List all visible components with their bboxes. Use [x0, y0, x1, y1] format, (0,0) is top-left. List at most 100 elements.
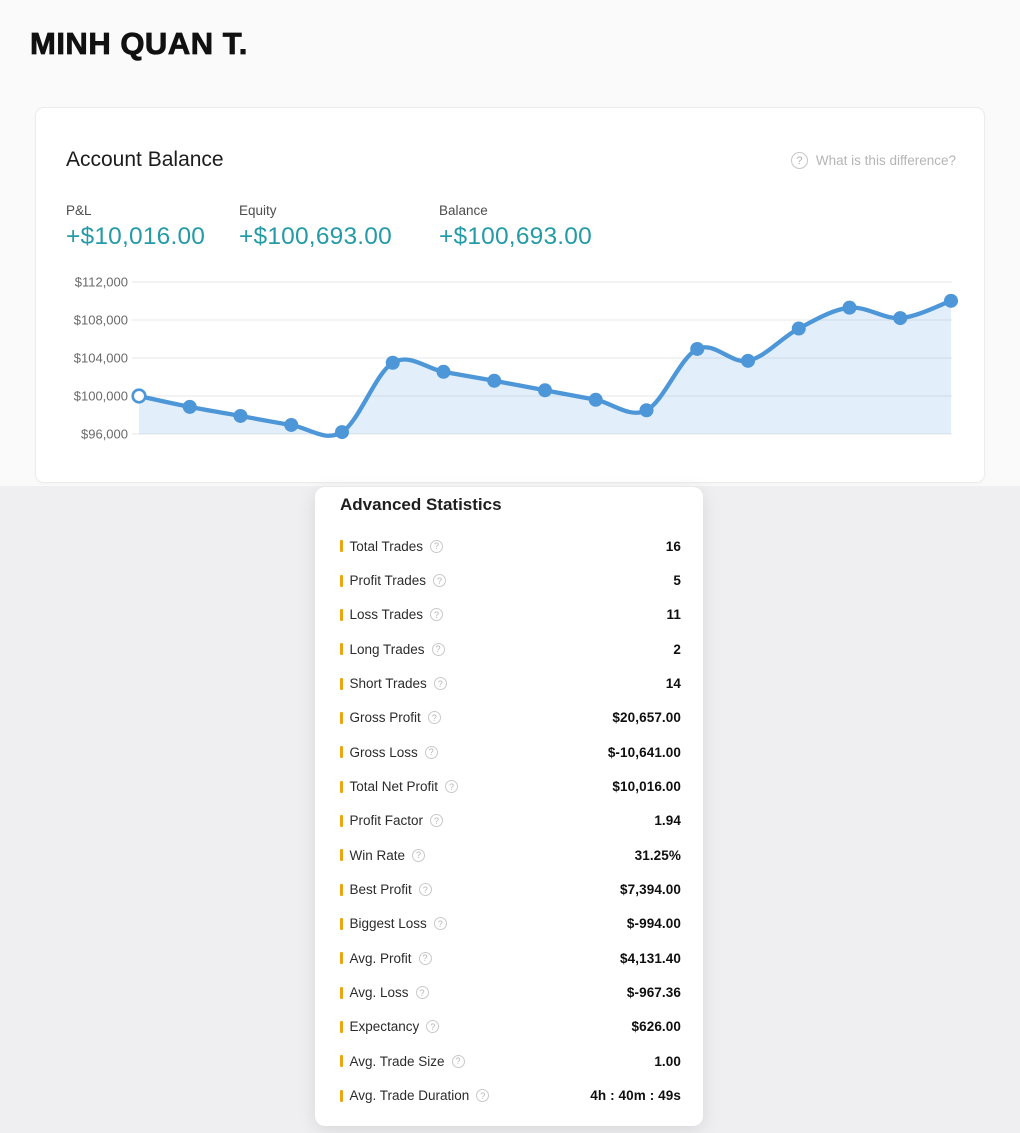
stats-title: Advanced Statistics: [340, 495, 502, 514]
stat-label: Expectancy: [349, 1019, 420, 1035]
stat-row-win-rate: Win Rate? 31.25%: [340, 838, 681, 872]
stat-value: $626.00: [631, 1019, 681, 1035]
stat-label: Profit Trades: [349, 573, 427, 589]
question-circle-icon[interactable]: ?: [426, 1020, 440, 1034]
question-circle-icon[interactable]: ?: [430, 539, 444, 553]
stat-label: Gross Loss: [349, 744, 418, 760]
question-circle-icon[interactable]: ?: [433, 677, 447, 691]
stat-value: 1.00: [654, 1053, 681, 1069]
stat-row-profit-trades: Profit Trades? 5: [340, 563, 681, 597]
metric-equity: Equity +$100,693.00: [239, 203, 392, 251]
stat-label: Gross Profit: [349, 710, 421, 726]
card-title: Account Balance: [66, 148, 224, 171]
chart-point: [487, 373, 502, 388]
stat-label-group: Short Trades?: [340, 676, 447, 691]
chart-point: [335, 425, 349, 440]
balance-chart-container: $112,000 $108,000 $104,000 $100,000 $96,000: [36, 273, 986, 473]
metric-equity-value: +$100,693.00: [239, 223, 392, 250]
chart-point: [944, 293, 958, 308]
question-circle-icon[interactable]: ?: [424, 745, 438, 759]
amber-tick-icon: [340, 1020, 343, 1033]
chart-point-start: [131, 388, 147, 404]
question-circle-icon[interactable]: ?: [433, 917, 447, 931]
account-balance-card: Account Balance ? What is this differenc…: [35, 107, 985, 483]
question-circle-icon[interactable]: ?: [790, 152, 808, 169]
stat-label-group: Profit Factor?: [340, 813, 444, 828]
stat-value: $4,131.40: [620, 950, 681, 966]
balance-chart: $112,000 $108,000 $104,000 $100,000 $96,000: [74, 275, 958, 442]
stat-value: 11: [666, 607, 681, 623]
page-title: MINH QUAN T.: [30, 26, 248, 62]
stat-row-short-trades: Short Trades? 14: [340, 666, 681, 700]
difference-help-label[interactable]: What is this difference?: [815, 153, 956, 168]
question-circle-icon[interactable]: ?: [476, 1089, 490, 1103]
stat-row-avg-loss: Avg. Loss? $-967.36: [340, 975, 681, 1009]
stat-label: Avg. Loss: [349, 985, 409, 1001]
question-circle-icon[interactable]: ?: [412, 848, 426, 862]
question-circle-icon[interactable]: ?: [418, 883, 432, 897]
stat-row-long-trades: Long Trades? 2: [340, 632, 681, 666]
question-circle-icon[interactable]: ?: [415, 986, 429, 1000]
stat-label: Win Rate: [349, 847, 406, 863]
stat-label-group: Avg. Profit?: [340, 951, 432, 966]
stat-row-avg-trade-size: Avg. Trade Size? 1.00: [340, 1044, 681, 1078]
metric-equity-label: Equity: [239, 203, 277, 218]
amber-tick-icon: [340, 986, 343, 999]
stat-label-group: Gross Profit?: [340, 710, 441, 725]
stat-row-avg-profit: Avg. Profit? $4,131.40: [340, 941, 681, 975]
stat-label: Short Trades: [349, 676, 427, 692]
stat-row-expectancy: Expectancy? $626.00: [340, 1010, 681, 1044]
chart-point: [538, 383, 552, 398]
stat-label-group: Biggest Loss?: [340, 916, 447, 931]
stat-value: 5: [673, 573, 681, 589]
stat-row-loss-trades: Loss Trades? 11: [340, 598, 681, 632]
amber-tick-icon: [340, 746, 343, 759]
amber-tick-icon: [340, 1089, 343, 1102]
question-circle-icon[interactable]: ?: [445, 780, 459, 794]
metric-balance: Balance +$100,693.00: [439, 203, 592, 251]
amber-tick-icon: [340, 608, 343, 621]
amber-tick-icon: [340, 643, 343, 656]
question-circle-icon[interactable]: ?: [427, 711, 441, 725]
stat-value: $20,657.00: [612, 710, 681, 726]
stat-label-group: Expectancy?: [340, 1019, 440, 1035]
chart-point: [639, 403, 654, 418]
stat-value: $7,394.00: [620, 882, 681, 898]
metric-pnl: P&L +$10,016.00: [66, 203, 205, 251]
stat-value: 2: [673, 641, 681, 657]
stat-label: Biggest Loss: [349, 916, 427, 932]
metric-pnl-value: +$10,016.00: [66, 223, 206, 250]
question-circle-icon[interactable]: ?: [431, 642, 445, 656]
stat-label-group: Avg. Loss?: [340, 985, 429, 1000]
metric-pnl-label: P&L: [66, 203, 92, 218]
advanced-statistics-panel: Advanced Statistics Total Trades? 16 Profi…: [315, 487, 703, 1126]
stat-label: Avg. Trade Size: [349, 1053, 445, 1069]
chart-point: [284, 417, 299, 432]
metric-balance-label: Balance: [439, 203, 488, 218]
stat-value: 4h : 40m : 49s: [590, 1088, 681, 1104]
y-axis-tick-label: $100,000: [74, 389, 128, 404]
y-axis-tick-label: $112,000: [75, 275, 128, 290]
question-circle-icon[interactable]: ?: [430, 814, 444, 828]
stat-label-group: Gross Loss?: [340, 745, 438, 760]
question-circle-icon[interactable]: ?: [433, 574, 447, 588]
stat-row-avg-trade-duration: Avg. Trade Duration? 4h : 40m : 49s: [340, 1079, 681, 1113]
amber-tick-icon: [340, 1055, 343, 1068]
chart-point: [182, 399, 197, 414]
chart-point: [588, 392, 603, 407]
stat-label: Avg. Trade Duration: [349, 1088, 470, 1104]
question-circle-icon[interactable]: ?: [430, 608, 444, 622]
question-circle-icon[interactable]: ?: [418, 951, 432, 965]
amber-tick-icon: [340, 917, 343, 930]
chart-point: [233, 408, 248, 423]
stat-label: Total Net Profit: [349, 779, 439, 795]
amber-tick-icon: [340, 540, 343, 553]
stat-value: $10,016.00: [612, 779, 681, 795]
difference-help-link[interactable]: ? What is this difference?: [790, 152, 956, 169]
amber-tick-icon: [340, 814, 343, 827]
amber-tick-icon: [340, 677, 343, 690]
stat-label-group: Avg. Trade Size?: [340, 1054, 465, 1069]
stat-value: 1.94: [654, 813, 681, 829]
question-circle-icon[interactable]: ?: [451, 1054, 465, 1068]
